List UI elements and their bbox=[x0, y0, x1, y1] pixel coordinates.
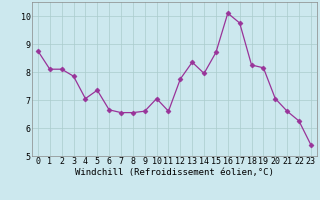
X-axis label: Windchill (Refroidissement éolien,°C): Windchill (Refroidissement éolien,°C) bbox=[75, 168, 274, 177]
